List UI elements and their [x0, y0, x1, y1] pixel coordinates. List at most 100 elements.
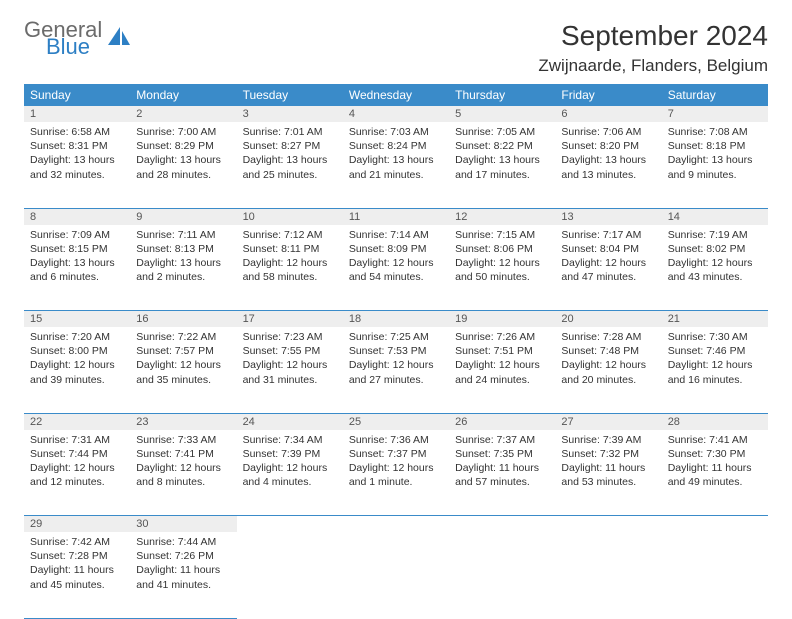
day-cell: [343, 532, 449, 618]
location: Zwijnaarde, Flanders, Belgium: [538, 56, 768, 76]
day-number: 22: [24, 413, 130, 430]
day-cell: Sunrise: 7:12 AMSunset: 8:11 PMDaylight:…: [237, 225, 343, 311]
day-cell: Sunrise: 7:22 AMSunset: 7:57 PMDaylight:…: [130, 327, 236, 413]
weekday-header: Wednesday: [343, 84, 449, 106]
day-number: 6: [555, 106, 661, 122]
day-details: Sunrise: 7:08 AMSunset: 8:18 PMDaylight:…: [662, 122, 768, 188]
day-number-row: 2930: [24, 516, 768, 533]
day-content-row: Sunrise: 7:42 AMSunset: 7:28 PMDaylight:…: [24, 532, 768, 618]
sail-icon: [106, 25, 132, 53]
day-cell: [662, 532, 768, 618]
day-number: 7: [662, 106, 768, 122]
day-details: Sunrise: 7:11 AMSunset: 8:13 PMDaylight:…: [130, 225, 236, 291]
day-details: Sunrise: 7:22 AMSunset: 7:57 PMDaylight:…: [130, 327, 236, 393]
day-number: [449, 516, 555, 533]
calendar-table: SundayMondayTuesdayWednesdayThursdayFrid…: [24, 84, 768, 619]
day-details: Sunrise: 7:31 AMSunset: 7:44 PMDaylight:…: [24, 430, 130, 496]
day-details: Sunrise: 7:37 AMSunset: 7:35 PMDaylight:…: [449, 430, 555, 496]
day-number: [343, 516, 449, 533]
weekday-header: Thursday: [449, 84, 555, 106]
day-number: 29: [24, 516, 130, 533]
day-details: Sunrise: 7:34 AMSunset: 7:39 PMDaylight:…: [237, 430, 343, 496]
day-cell: Sunrise: 7:26 AMSunset: 7:51 PMDaylight:…: [449, 327, 555, 413]
calendar-body: 1234567Sunrise: 6:58 AMSunset: 8:31 PMDa…: [24, 106, 768, 618]
day-details: Sunrise: 7:06 AMSunset: 8:20 PMDaylight:…: [555, 122, 661, 188]
day-number: 9: [130, 208, 236, 225]
day-number: [555, 516, 661, 533]
day-details: Sunrise: 7:41 AMSunset: 7:30 PMDaylight:…: [662, 430, 768, 496]
day-details: Sunrise: 7:17 AMSunset: 8:04 PMDaylight:…: [555, 225, 661, 291]
day-cell: Sunrise: 7:06 AMSunset: 8:20 PMDaylight:…: [555, 122, 661, 208]
day-number: 21: [662, 311, 768, 328]
day-number-row: 891011121314: [24, 208, 768, 225]
day-number-row: 1234567: [24, 106, 768, 122]
day-content-row: Sunrise: 7:09 AMSunset: 8:15 PMDaylight:…: [24, 225, 768, 311]
day-cell: Sunrise: 7:15 AMSunset: 8:06 PMDaylight:…: [449, 225, 555, 311]
day-cell: Sunrise: 7:03 AMSunset: 8:24 PMDaylight:…: [343, 122, 449, 208]
day-number: 15: [24, 311, 130, 328]
title-block: September 2024 Zwijnaarde, Flanders, Bel…: [538, 20, 768, 76]
weekday-header: Saturday: [662, 84, 768, 106]
day-number: 17: [237, 311, 343, 328]
logo: General Blue: [24, 20, 132, 58]
day-number: 26: [449, 413, 555, 430]
day-number-row: 15161718192021: [24, 311, 768, 328]
day-number: 8: [24, 208, 130, 225]
day-number: 25: [343, 413, 449, 430]
day-number: 5: [449, 106, 555, 122]
day-number: 1: [24, 106, 130, 122]
month-title: September 2024: [538, 20, 768, 52]
day-cell: Sunrise: 7:23 AMSunset: 7:55 PMDaylight:…: [237, 327, 343, 413]
day-number-row: 22232425262728: [24, 413, 768, 430]
day-details: Sunrise: 7:12 AMSunset: 8:11 PMDaylight:…: [237, 225, 343, 291]
day-details: Sunrise: 7:33 AMSunset: 7:41 PMDaylight:…: [130, 430, 236, 496]
day-cell: Sunrise: 7:11 AMSunset: 8:13 PMDaylight:…: [130, 225, 236, 311]
day-details: Sunrise: 7:44 AMSunset: 7:26 PMDaylight:…: [130, 532, 236, 598]
day-cell: Sunrise: 7:33 AMSunset: 7:41 PMDaylight:…: [130, 430, 236, 516]
day-content-row: Sunrise: 6:58 AMSunset: 8:31 PMDaylight:…: [24, 122, 768, 208]
day-cell: Sunrise: 7:28 AMSunset: 7:48 PMDaylight:…: [555, 327, 661, 413]
weekday-header: Sunday: [24, 84, 130, 106]
day-cell: Sunrise: 7:01 AMSunset: 8:27 PMDaylight:…: [237, 122, 343, 208]
day-cell: Sunrise: 6:58 AMSunset: 8:31 PMDaylight:…: [24, 122, 130, 208]
weekday-header: Tuesday: [237, 84, 343, 106]
day-number: 24: [237, 413, 343, 430]
day-cell: Sunrise: 7:41 AMSunset: 7:30 PMDaylight:…: [662, 430, 768, 516]
day-cell: Sunrise: 7:08 AMSunset: 8:18 PMDaylight:…: [662, 122, 768, 208]
day-details: Sunrise: 7:01 AMSunset: 8:27 PMDaylight:…: [237, 122, 343, 188]
day-cell: Sunrise: 7:25 AMSunset: 7:53 PMDaylight:…: [343, 327, 449, 413]
day-number: 20: [555, 311, 661, 328]
day-details: Sunrise: 7:28 AMSunset: 7:48 PMDaylight:…: [555, 327, 661, 393]
day-cell: Sunrise: 7:14 AMSunset: 8:09 PMDaylight:…: [343, 225, 449, 311]
day-details: Sunrise: 7:30 AMSunset: 7:46 PMDaylight:…: [662, 327, 768, 393]
day-cell: Sunrise: 7:31 AMSunset: 7:44 PMDaylight:…: [24, 430, 130, 516]
day-cell: Sunrise: 7:44 AMSunset: 7:26 PMDaylight:…: [130, 532, 236, 618]
day-details: Sunrise: 7:14 AMSunset: 8:09 PMDaylight:…: [343, 225, 449, 291]
day-content-row: Sunrise: 7:31 AMSunset: 7:44 PMDaylight:…: [24, 430, 768, 516]
day-cell: [555, 532, 661, 618]
day-details: Sunrise: 7:25 AMSunset: 7:53 PMDaylight:…: [343, 327, 449, 393]
day-cell: Sunrise: 7:19 AMSunset: 8:02 PMDaylight:…: [662, 225, 768, 311]
day-details: Sunrise: 7:26 AMSunset: 7:51 PMDaylight:…: [449, 327, 555, 393]
day-details: Sunrise: 7:36 AMSunset: 7:37 PMDaylight:…: [343, 430, 449, 496]
day-cell: Sunrise: 7:05 AMSunset: 8:22 PMDaylight:…: [449, 122, 555, 208]
day-number: 27: [555, 413, 661, 430]
day-cell: [449, 532, 555, 618]
day-details: Sunrise: 7:20 AMSunset: 8:00 PMDaylight:…: [24, 327, 130, 393]
day-details: Sunrise: 7:23 AMSunset: 7:55 PMDaylight:…: [237, 327, 343, 393]
weekday-header-row: SundayMondayTuesdayWednesdayThursdayFrid…: [24, 84, 768, 106]
day-cell: [237, 532, 343, 618]
day-details: Sunrise: 7:09 AMSunset: 8:15 PMDaylight:…: [24, 225, 130, 291]
day-number: 23: [130, 413, 236, 430]
day-details: Sunrise: 6:58 AMSunset: 8:31 PMDaylight:…: [24, 122, 130, 188]
weekday-header: Friday: [555, 84, 661, 106]
day-number: 28: [662, 413, 768, 430]
day-details: Sunrise: 7:19 AMSunset: 8:02 PMDaylight:…: [662, 225, 768, 291]
day-details: Sunrise: 7:00 AMSunset: 8:29 PMDaylight:…: [130, 122, 236, 188]
day-number: 2: [130, 106, 236, 122]
day-number: 12: [449, 208, 555, 225]
day-number: 19: [449, 311, 555, 328]
day-details: Sunrise: 7:03 AMSunset: 8:24 PMDaylight:…: [343, 122, 449, 188]
day-cell: Sunrise: 7:09 AMSunset: 8:15 PMDaylight:…: [24, 225, 130, 311]
day-cell: Sunrise: 7:39 AMSunset: 7:32 PMDaylight:…: [555, 430, 661, 516]
